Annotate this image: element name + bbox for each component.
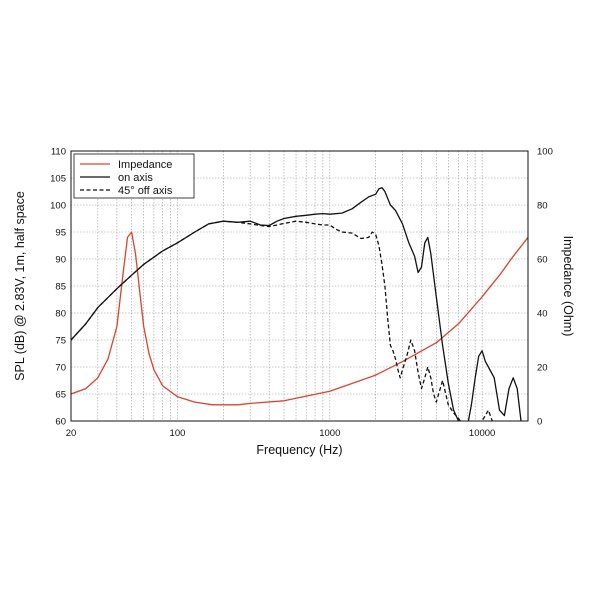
y-axis-title: SPL (dB) @ 2.83V, 1m, half space [13,191,27,381]
y-tick-label: 65 [55,390,66,401]
y2-axis-title: Impedance (Ohm) [561,236,575,337]
x-tick-label: 20 [66,428,77,439]
y-tick-label: 60 [55,417,66,428]
legend: Impedance on axis 45° off axis [73,153,195,199]
y-tick-label: 90 [55,255,66,266]
legend-label-impedance: Impedance [118,159,172,171]
y-tick-label: 80 [55,309,66,320]
y2-tick-label: 40 [537,309,548,320]
y-tick-label: 85 [55,282,66,293]
x-tick-label: 10000 [469,428,495,439]
legend-box [73,153,195,199]
legend-label-off-axis: 45° off axis [118,185,173,197]
x-tick-label: 1000 [319,428,340,439]
plot-frame [70,150,529,422]
x-tick-label: 100 [170,428,186,439]
y-tick-label: 100 [50,201,66,212]
x-axis-title: Frequency (Hz) [256,443,342,457]
y2-tick-label: 80 [537,201,548,212]
series-line-on-axis [71,187,522,421]
y-tick-label: 110 [51,147,66,158]
y-tick-label: 75 [55,336,66,347]
tick-labels: 20 100 1000 10000 60 65 70 75 80 85 90 95 100 105 110 0… [50,147,553,440]
y-tick-label: 95 [55,228,66,239]
legend-label-on-axis: on axis [118,172,153,184]
y-tick-label: 70 [55,363,66,374]
series-line-impedance [71,231,528,406]
y2-tick-label: 100 [537,147,553,158]
y2-tick-label: 0 [537,417,542,428]
y-tick-label: 105 [50,174,66,185]
y2-tick-label: 60 [537,255,548,266]
y2-tick-label: 20 [537,363,548,374]
series-lines [71,187,528,421]
series-line-off-axis [71,220,493,421]
